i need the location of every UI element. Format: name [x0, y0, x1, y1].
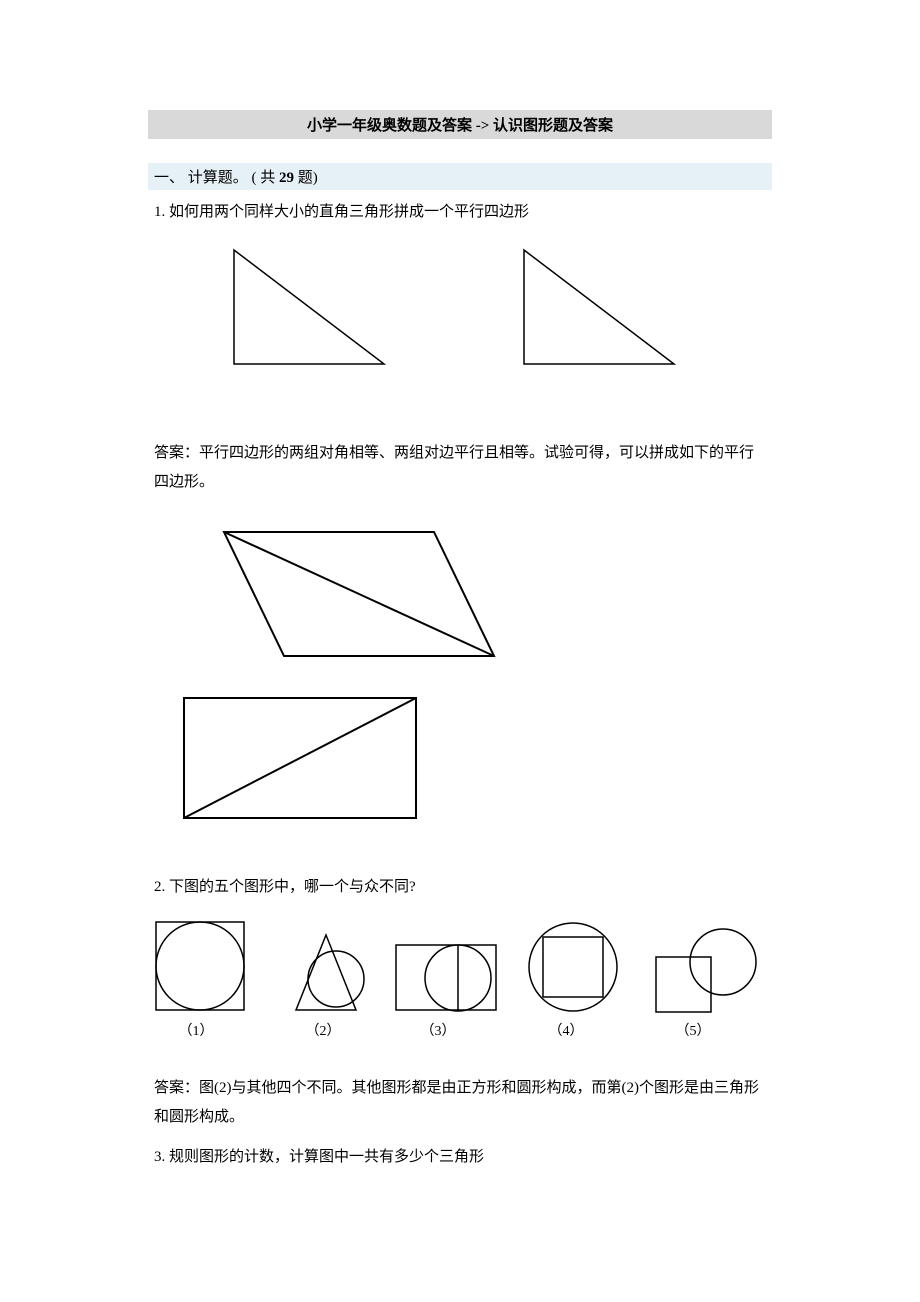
section-prefix: 一、 计算题。 ( 共 — [154, 170, 279, 186]
question-2: 2. 下图的五个图形中，哪一个与众不同? — [148, 873, 772, 901]
q1-parallelogram-figure — [148, 508, 772, 683]
svg-text:（4）: （4） — [549, 1023, 584, 1039]
page-title: 小学一年级奥数题及答案 -> 认识图形题及答案 — [148, 110, 772, 139]
q1-answer: 答案：平行四边形的两组对角相等、两组对边平行且相等。试验可得，可以拼成如下的平行… — [148, 437, 772, 498]
q2-answer: 答案：图(2)与其他四个不同。其他图形都是由正方形和圆形构成，而第(2)个图形是… — [148, 1072, 772, 1133]
svg-text:（3）: （3） — [421, 1023, 456, 1039]
parallelogram-svg — [154, 518, 554, 673]
question-3: 3. 规则图形的计数，计算图中一共有多少个三角形 — [148, 1143, 772, 1171]
section-count: 29 — [279, 170, 294, 186]
rectangle-svg — [154, 688, 474, 833]
svg-text:（2）: （2） — [306, 1023, 341, 1039]
section-header: 一、 计算题。 ( 共 29 题) — [148, 163, 772, 190]
section-suffix: 题) — [294, 170, 318, 186]
question-1: 1. 如何用两个同样大小的直角三角形拼成一个平行四边形 — [148, 198, 772, 226]
triangles-svg — [154, 242, 774, 397]
svg-text:（1）: （1） — [179, 1023, 214, 1039]
five-shapes-svg: （1） （2） （3） （4） （5） — [148, 917, 788, 1052]
q1-triangles-figure — [148, 232, 772, 407]
q2-figures: （1） （2） （3） （4） （5） — [148, 907, 772, 1052]
q1-rectangle-figure — [148, 678, 772, 843]
svg-text:（5）: （5） — [676, 1023, 711, 1039]
